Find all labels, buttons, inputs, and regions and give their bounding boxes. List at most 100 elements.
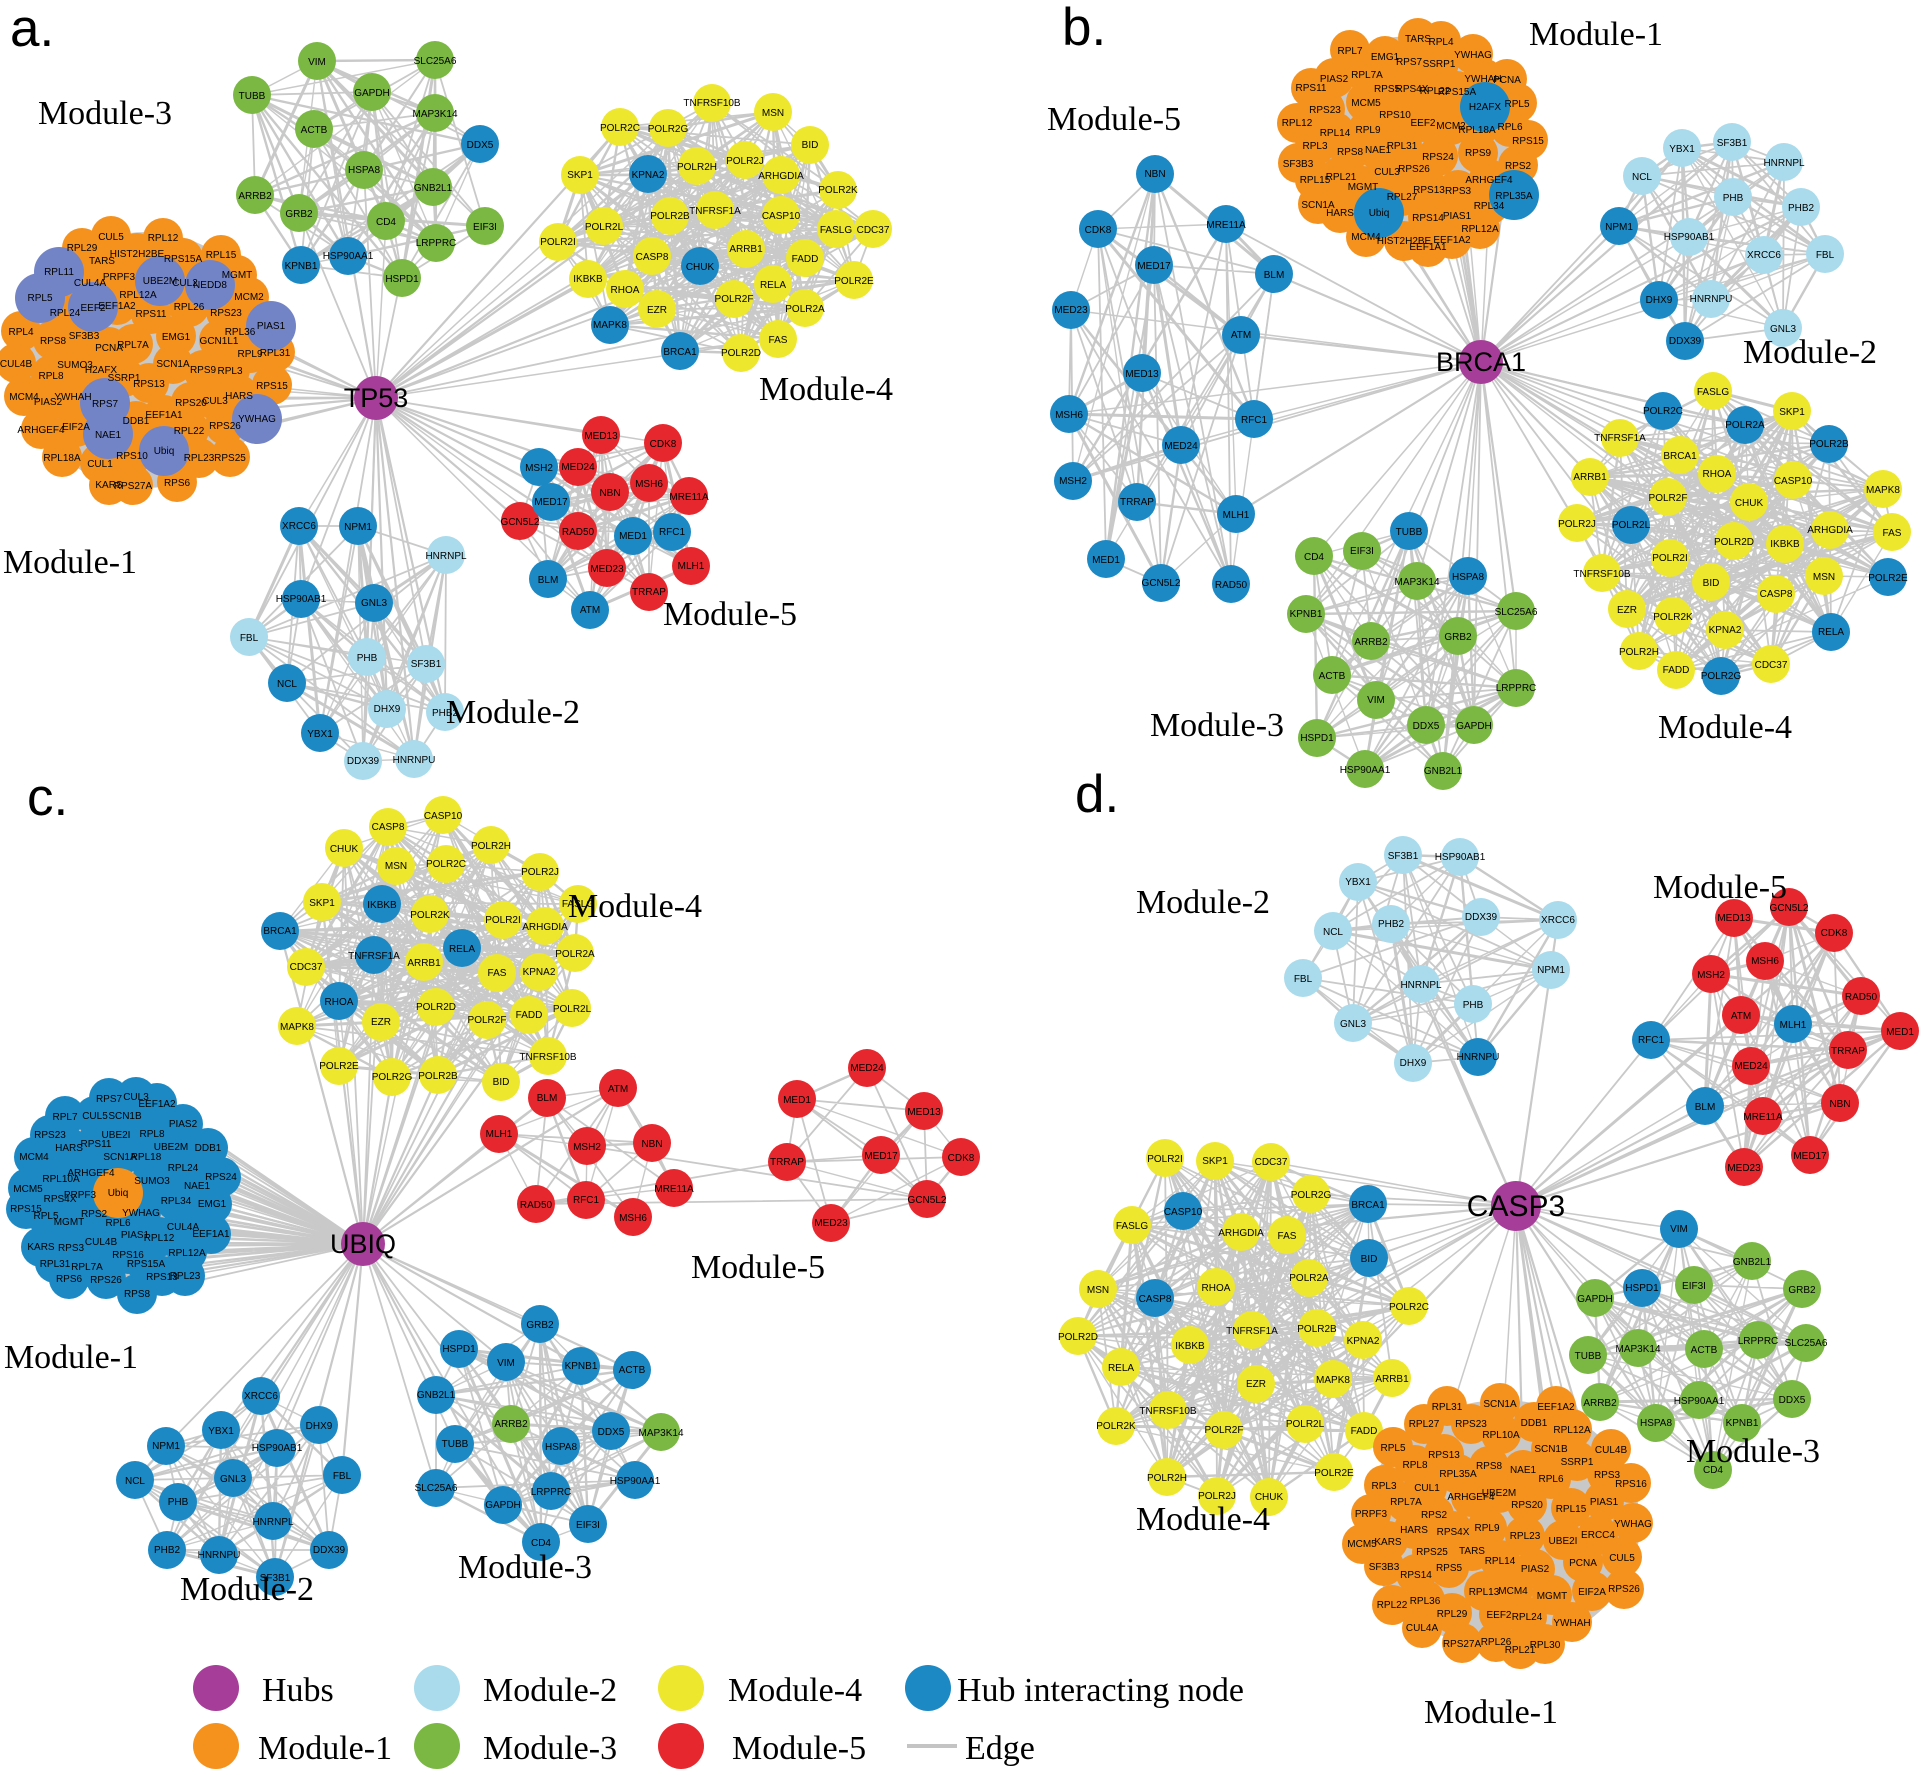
svg-text:HARS: HARS: [55, 1143, 83, 1154]
svg-text:BLM: BLM: [1695, 1102, 1716, 1113]
svg-text:HSP90AA1: HSP90AA1: [1674, 1396, 1725, 1407]
svg-text:RPL6: RPL6: [1497, 122, 1522, 133]
svg-text:Module-5: Module-5: [691, 1249, 825, 1286]
svg-text:DDB1: DDB1: [195, 1143, 222, 1154]
svg-text:RAD50: RAD50: [1215, 580, 1248, 591]
svg-text:RPL15: RPL15: [1300, 175, 1331, 186]
svg-text:RPS13: RPS13: [146, 1272, 178, 1283]
svg-text:MSN: MSN: [385, 861, 407, 872]
svg-text:IKBKB: IKBKB: [1175, 1341, 1205, 1352]
svg-text:NPM1: NPM1: [344, 522, 372, 533]
svg-text:ARRB2: ARRB2: [1354, 637, 1388, 648]
svg-text:TRRAP: TRRAP: [1831, 1046, 1865, 1057]
svg-text:ACTB: ACTB: [1691, 1345, 1718, 1356]
svg-text:Module-2: Module-2: [446, 694, 580, 731]
svg-text:MSH6: MSH6: [1751, 956, 1779, 967]
svg-text:DDX5: DDX5: [598, 1427, 625, 1438]
svg-text:UBE2I: UBE2I: [102, 1130, 131, 1141]
svg-text:MED23: MED23: [1054, 305, 1088, 316]
svg-text:RPL21: RPL21: [1326, 172, 1357, 183]
svg-text:MRE11A: MRE11A: [1743, 1112, 1783, 1123]
svg-text:TNFRSF10B: TNFRSF10B: [519, 1052, 577, 1063]
svg-text:POLR2K: POLR2K: [1096, 1421, 1136, 1432]
svg-text:TUBB: TUBB: [1396, 527, 1423, 538]
svg-text:CDC37: CDC37: [857, 225, 890, 236]
svg-text:NCL: NCL: [1323, 927, 1343, 938]
svg-text:RPL3: RPL3: [1371, 1481, 1396, 1492]
svg-text:RPL9: RPL9: [1355, 125, 1380, 136]
svg-text:YBX1: YBX1: [307, 729, 333, 740]
svg-text:RPS24: RPS24: [205, 1172, 237, 1183]
svg-text:RPL31: RPL31: [40, 1259, 71, 1270]
svg-text:POLR2K: POLR2K: [1653, 612, 1693, 623]
svg-text:POLR2K: POLR2K: [410, 910, 450, 921]
svg-text:b.: b.: [1062, 0, 1106, 57]
svg-text:RPS15: RPS15: [256, 381, 288, 392]
svg-text:ARRB1: ARRB1: [729, 244, 763, 255]
svg-text:RPL4: RPL4: [1428, 37, 1453, 48]
svg-text:BRCA1: BRCA1: [1663, 451, 1697, 462]
svg-text:HNRNPL: HNRNPL: [425, 551, 467, 562]
svg-text:RFC1: RFC1: [573, 1195, 600, 1206]
svg-text:RPS2: RPS2: [1421, 1510, 1448, 1521]
svg-text:RPL31: RPL31: [1432, 1402, 1463, 1413]
svg-text:POLR2D: POLR2D: [1058, 1332, 1098, 1343]
svg-text:Module-4: Module-4: [1136, 1501, 1270, 1538]
svg-text:POLR2F: POLR2F: [1649, 493, 1688, 504]
svg-text:FASLG: FASLG: [1116, 1221, 1148, 1232]
svg-text:MGMT: MGMT: [222, 270, 253, 281]
svg-text:H2AFX: H2AFX: [1469, 102, 1502, 113]
svg-text:CD4: CD4: [531, 1538, 551, 1549]
svg-text:GRB2: GRB2: [1444, 632, 1472, 643]
svg-text:CUL4A: CUL4A: [167, 1222, 200, 1233]
svg-text:KPNB1: KPNB1: [565, 1361, 598, 1372]
svg-text:CASP8: CASP8: [636, 252, 669, 263]
svg-text:GCN5L2: GCN5L2: [501, 517, 540, 528]
svg-text:CDK8: CDK8: [948, 1153, 975, 1164]
svg-text:RPS23: RPS23: [34, 1130, 66, 1141]
svg-text:ARRB1: ARRB1: [1573, 472, 1607, 483]
svg-text:MCM2: MCM2: [234, 292, 264, 303]
svg-text:EZR: EZR: [647, 305, 667, 316]
svg-text:RPS13: RPS13: [133, 379, 165, 390]
svg-text:PIAS2: PIAS2: [34, 397, 63, 408]
svg-text:PCNA: PCNA: [1493, 75, 1521, 86]
svg-text:DDX5: DDX5: [1779, 1395, 1806, 1406]
svg-text:POLR2A: POLR2A: [1725, 420, 1765, 431]
svg-text:RPL34: RPL34: [161, 1196, 192, 1207]
svg-text:UBIQ: UBIQ: [330, 1229, 396, 1259]
svg-text:GNB2L1: GNB2L1: [1424, 766, 1463, 777]
svg-text:XRCC6: XRCC6: [282, 521, 316, 532]
svg-text:HNRNPU: HNRNPU: [1690, 294, 1733, 305]
svg-text:ERCC4: ERCC4: [1581, 1530, 1615, 1541]
svg-text:MED13: MED13: [1717, 913, 1751, 924]
svg-text:RPL31: RPL31: [1387, 141, 1418, 152]
svg-text:CUL3: CUL3: [123, 1092, 149, 1103]
svg-text:Module-3: Module-3: [1150, 707, 1284, 744]
svg-text:FAS: FAS: [1883, 528, 1902, 539]
svg-text:Module-3: Module-3: [1686, 1433, 1820, 1470]
svg-text:Hub interacting node: Hub interacting node: [957, 1672, 1244, 1709]
svg-text:SUMO3: SUMO3: [57, 360, 93, 371]
svg-text:ARRB2: ARRB2: [238, 191, 272, 202]
svg-text:RPL8: RPL8: [38, 371, 63, 382]
svg-text:MSH2: MSH2: [1697, 970, 1725, 981]
svg-text:RPS7: RPS7: [1396, 57, 1423, 68]
svg-text:HSPD1: HSPD1: [442, 1344, 476, 1355]
svg-text:GCN1L1: GCN1L1: [200, 336, 239, 347]
svg-text:RELA: RELA: [449, 944, 475, 955]
svg-text:RPL36: RPL36: [225, 327, 256, 338]
svg-text:RPL29: RPL29: [67, 243, 98, 254]
svg-text:UBE2M: UBE2M: [154, 1142, 188, 1153]
svg-text:GNL3: GNL3: [1770, 324, 1797, 335]
svg-text:TUBB: TUBB: [239, 91, 266, 102]
svg-text:ACTB: ACTB: [301, 125, 328, 136]
svg-text:HIST2H2BE: HIST2H2BE: [1377, 236, 1432, 247]
svg-text:SLC25A6: SLC25A6: [1495, 607, 1538, 618]
svg-text:SF3B1: SF3B1: [1717, 138, 1748, 149]
svg-text:MSH2: MSH2: [1059, 476, 1087, 487]
svg-text:RPL34: RPL34: [1474, 201, 1505, 212]
svg-text:RPS20: RPS20: [175, 398, 207, 409]
svg-text:YWHAH: YWHAH: [54, 392, 91, 403]
svg-text:HSPA8: HSPA8: [1452, 572, 1484, 583]
